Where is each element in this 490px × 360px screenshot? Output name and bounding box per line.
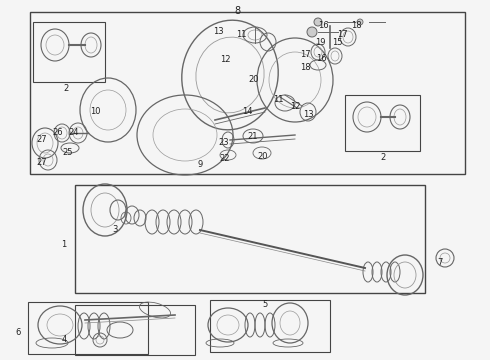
Text: 1: 1 — [61, 240, 67, 249]
Text: 16: 16 — [318, 21, 328, 30]
Text: 20: 20 — [258, 152, 268, 161]
Bar — [28, 302, 148, 354]
Text: 19: 19 — [315, 38, 325, 47]
Bar — [345, 95, 420, 151]
Bar — [75, 305, 195, 355]
Text: 12: 12 — [290, 102, 300, 111]
Text: 26: 26 — [53, 128, 63, 137]
Text: 13: 13 — [303, 110, 313, 119]
Bar — [210, 300, 330, 352]
Text: 18: 18 — [300, 63, 310, 72]
Text: 10: 10 — [90, 107, 100, 116]
Text: 16: 16 — [316, 54, 326, 63]
Text: 27: 27 — [37, 158, 48, 167]
Text: 17: 17 — [337, 30, 347, 39]
Bar — [75, 185, 425, 293]
Text: 15: 15 — [332, 38, 342, 47]
Text: 2: 2 — [380, 153, 386, 162]
Circle shape — [307, 27, 317, 37]
Circle shape — [314, 18, 322, 26]
Text: 23: 23 — [219, 138, 229, 147]
Text: 3: 3 — [112, 225, 118, 234]
Text: 14: 14 — [242, 107, 252, 116]
Text: 22: 22 — [220, 154, 230, 163]
Text: 4: 4 — [61, 335, 67, 344]
Text: 21: 21 — [248, 132, 258, 141]
Text: 17: 17 — [300, 50, 310, 59]
Bar — [30, 12, 465, 174]
Text: 8: 8 — [234, 6, 240, 16]
Text: 20: 20 — [249, 75, 259, 84]
Text: 11: 11 — [273, 95, 283, 104]
Text: 18: 18 — [351, 21, 361, 30]
Text: 25: 25 — [63, 148, 73, 157]
Text: 2: 2 — [63, 84, 69, 93]
Text: 9: 9 — [197, 160, 203, 169]
Bar — [33, 22, 105, 82]
Circle shape — [357, 19, 363, 25]
Text: 12: 12 — [220, 55, 230, 64]
Text: 7: 7 — [437, 258, 442, 267]
Text: 6: 6 — [15, 328, 21, 337]
Text: 27: 27 — [37, 135, 48, 144]
Text: 5: 5 — [262, 300, 268, 309]
Text: 11: 11 — [236, 30, 246, 39]
Text: 24: 24 — [69, 128, 79, 137]
Text: 13: 13 — [213, 27, 223, 36]
